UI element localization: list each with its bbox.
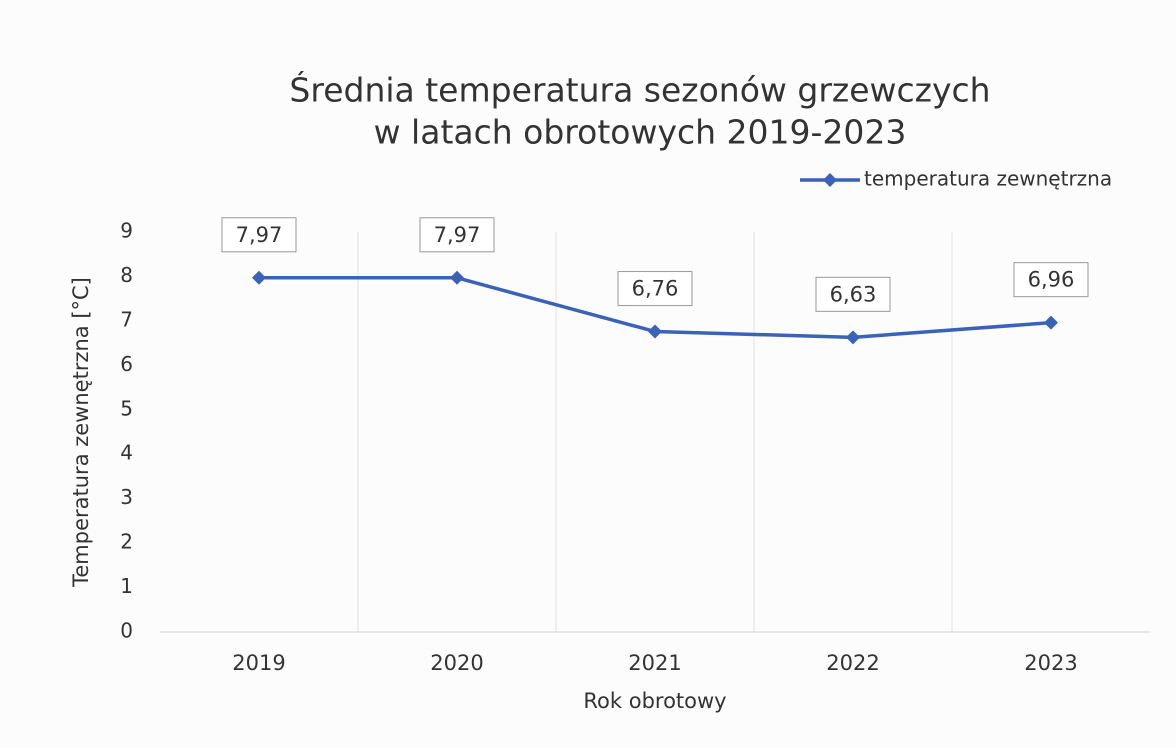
x-tick-label: 2023 [1024, 651, 1077, 675]
data-label-box [419, 217, 495, 253]
x-axis-label: Rok obrotowy [583, 689, 726, 713]
x-tick-label: 2022 [826, 651, 879, 675]
marker [846, 330, 860, 345]
data-label-box [617, 271, 693, 307]
y-tick-label: 7 [120, 307, 133, 331]
marker [648, 324, 662, 339]
y-tick-label: 0 [120, 619, 133, 643]
data-label: 6,76 [632, 277, 679, 301]
data-label: 6,63 [830, 282, 877, 306]
chart-title: w latach obrotowych 2019-2023 [374, 113, 907, 152]
legend-label: temperatura zewnętrzna [864, 167, 1112, 191]
y-tick-label: 1 [120, 574, 133, 598]
y-tick-label: 9 [120, 219, 133, 243]
data-label-box [1013, 262, 1089, 298]
marker [252, 270, 266, 285]
marker [1044, 315, 1058, 330]
x-tick-label: 2021 [628, 651, 681, 675]
y-tick-label: 3 [120, 485, 133, 509]
chart-title: Średnia temperatura sezonów grzewczych [289, 70, 990, 110]
y-tick-label: 2 [120, 530, 133, 554]
y-tick-label: 4 [120, 441, 133, 465]
x-tick-label: 2019 [232, 651, 285, 675]
data-label: 7,97 [236, 223, 283, 247]
marker [450, 270, 464, 285]
y-axis-label: Temperatura zewnętrzna [°C] [69, 277, 93, 588]
data-label-box [815, 276, 891, 312]
data-label: 7,97 [434, 223, 481, 247]
legend-marker [823, 173, 837, 187]
y-tick-label: 6 [120, 352, 133, 376]
y-tick-label: 8 [120, 263, 133, 287]
data-label-box [221, 217, 297, 253]
x-tick-label: 2020 [430, 651, 483, 675]
y-tick-label: 5 [120, 396, 133, 420]
data-label: 6,96 [1028, 268, 1075, 292]
